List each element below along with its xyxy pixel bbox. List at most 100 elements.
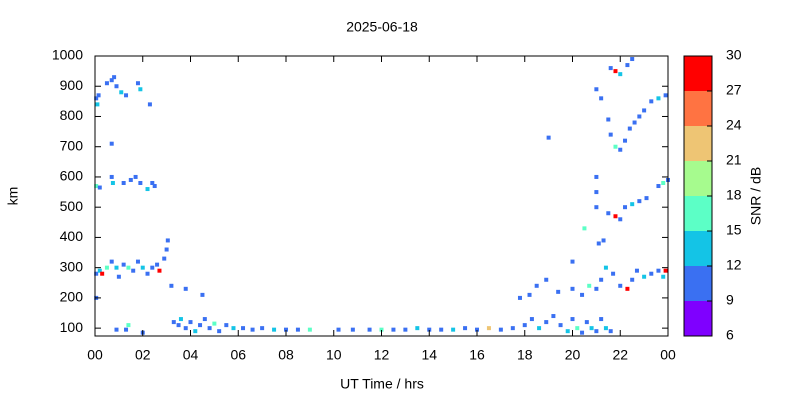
data-point [594,190,599,195]
data-point [415,326,420,331]
data-point [608,132,613,137]
data-point [241,326,246,331]
y-tick-label: 1000 [52,47,83,63]
data-point [644,196,649,201]
data-point [486,326,491,331]
data-point [618,147,623,152]
data-point [114,327,119,332]
data-point [171,320,176,325]
data-point [637,199,642,204]
data-point [202,317,207,322]
data-point [603,326,608,331]
x-axis-label: UT Time / hrs [340,376,424,392]
data-point [606,117,611,122]
data-point [95,102,100,107]
data-point [544,277,549,282]
data-point [618,217,623,222]
data-point [212,321,217,326]
data-point [427,327,432,332]
data-point [165,238,170,243]
data-point [224,323,229,328]
data-point [546,135,551,140]
data-point [663,268,668,273]
x-tick-label: 04 [183,347,199,363]
data-point [630,202,635,207]
data-point [575,326,580,331]
data-point [608,66,613,71]
data-point [556,289,561,294]
data-point [198,323,203,328]
data-point [119,90,124,95]
x-tick-label: 06 [230,347,246,363]
data-point [350,327,355,332]
data-point [135,259,140,264]
data-point [97,268,102,273]
data-point [250,327,255,332]
data-point [634,268,639,273]
data-point [150,180,155,185]
data-point [580,330,585,335]
data-point [594,329,599,334]
x-tick-label: 22 [612,347,628,363]
data-point [114,84,119,89]
data-point [587,283,592,288]
data-point [104,81,109,86]
colorbar-band [684,301,712,336]
data-point [594,87,599,92]
data-point [642,274,647,279]
colorbar-tick-label: 18 [726,187,742,203]
data-point [529,317,534,322]
data-point [231,326,236,331]
data-point [183,326,188,331]
data-point [176,323,181,328]
data-point [618,283,623,288]
data-point [661,180,666,185]
data-point [104,265,109,270]
data-point [112,75,117,80]
data-point [558,323,563,328]
data-point [663,93,668,98]
data-point [637,114,642,119]
y-tick-label: 600 [60,168,84,184]
data-point [109,174,114,179]
data-point [611,271,616,276]
colorbar-band [684,126,712,161]
data-point [656,184,661,189]
data-point [582,226,587,231]
data-point [534,283,539,288]
colorbar-band [684,91,712,126]
colorbar-band [684,56,712,91]
data-point [126,265,131,270]
data-point [594,286,599,291]
data-point [188,320,193,325]
data-point [145,271,150,276]
data-point [632,120,637,125]
colorbar-band [684,196,712,231]
x-tick-label: 14 [421,347,437,363]
data-point [439,327,444,332]
data-point [217,329,222,334]
data-point [152,184,157,189]
data-point [94,184,99,189]
data-point [124,93,129,98]
colorbar-label: SNR / dB [748,167,764,225]
data-point [527,292,532,297]
data-point [475,327,479,332]
data-point [463,326,468,331]
data-point [584,320,589,325]
data-point [155,262,160,267]
data-point [307,327,312,332]
data-point [284,327,288,332]
data-point [183,286,188,291]
data-point [162,256,167,261]
data-point [599,96,604,101]
colorbar-tick-label: 21 [726,152,742,168]
x-tick-label: 18 [517,347,533,363]
colorbar-tick-label: 9 [726,292,734,308]
data-point [544,320,549,325]
x-tick-label: 00 [660,347,676,363]
data-point [522,323,527,328]
data-point [642,108,647,113]
